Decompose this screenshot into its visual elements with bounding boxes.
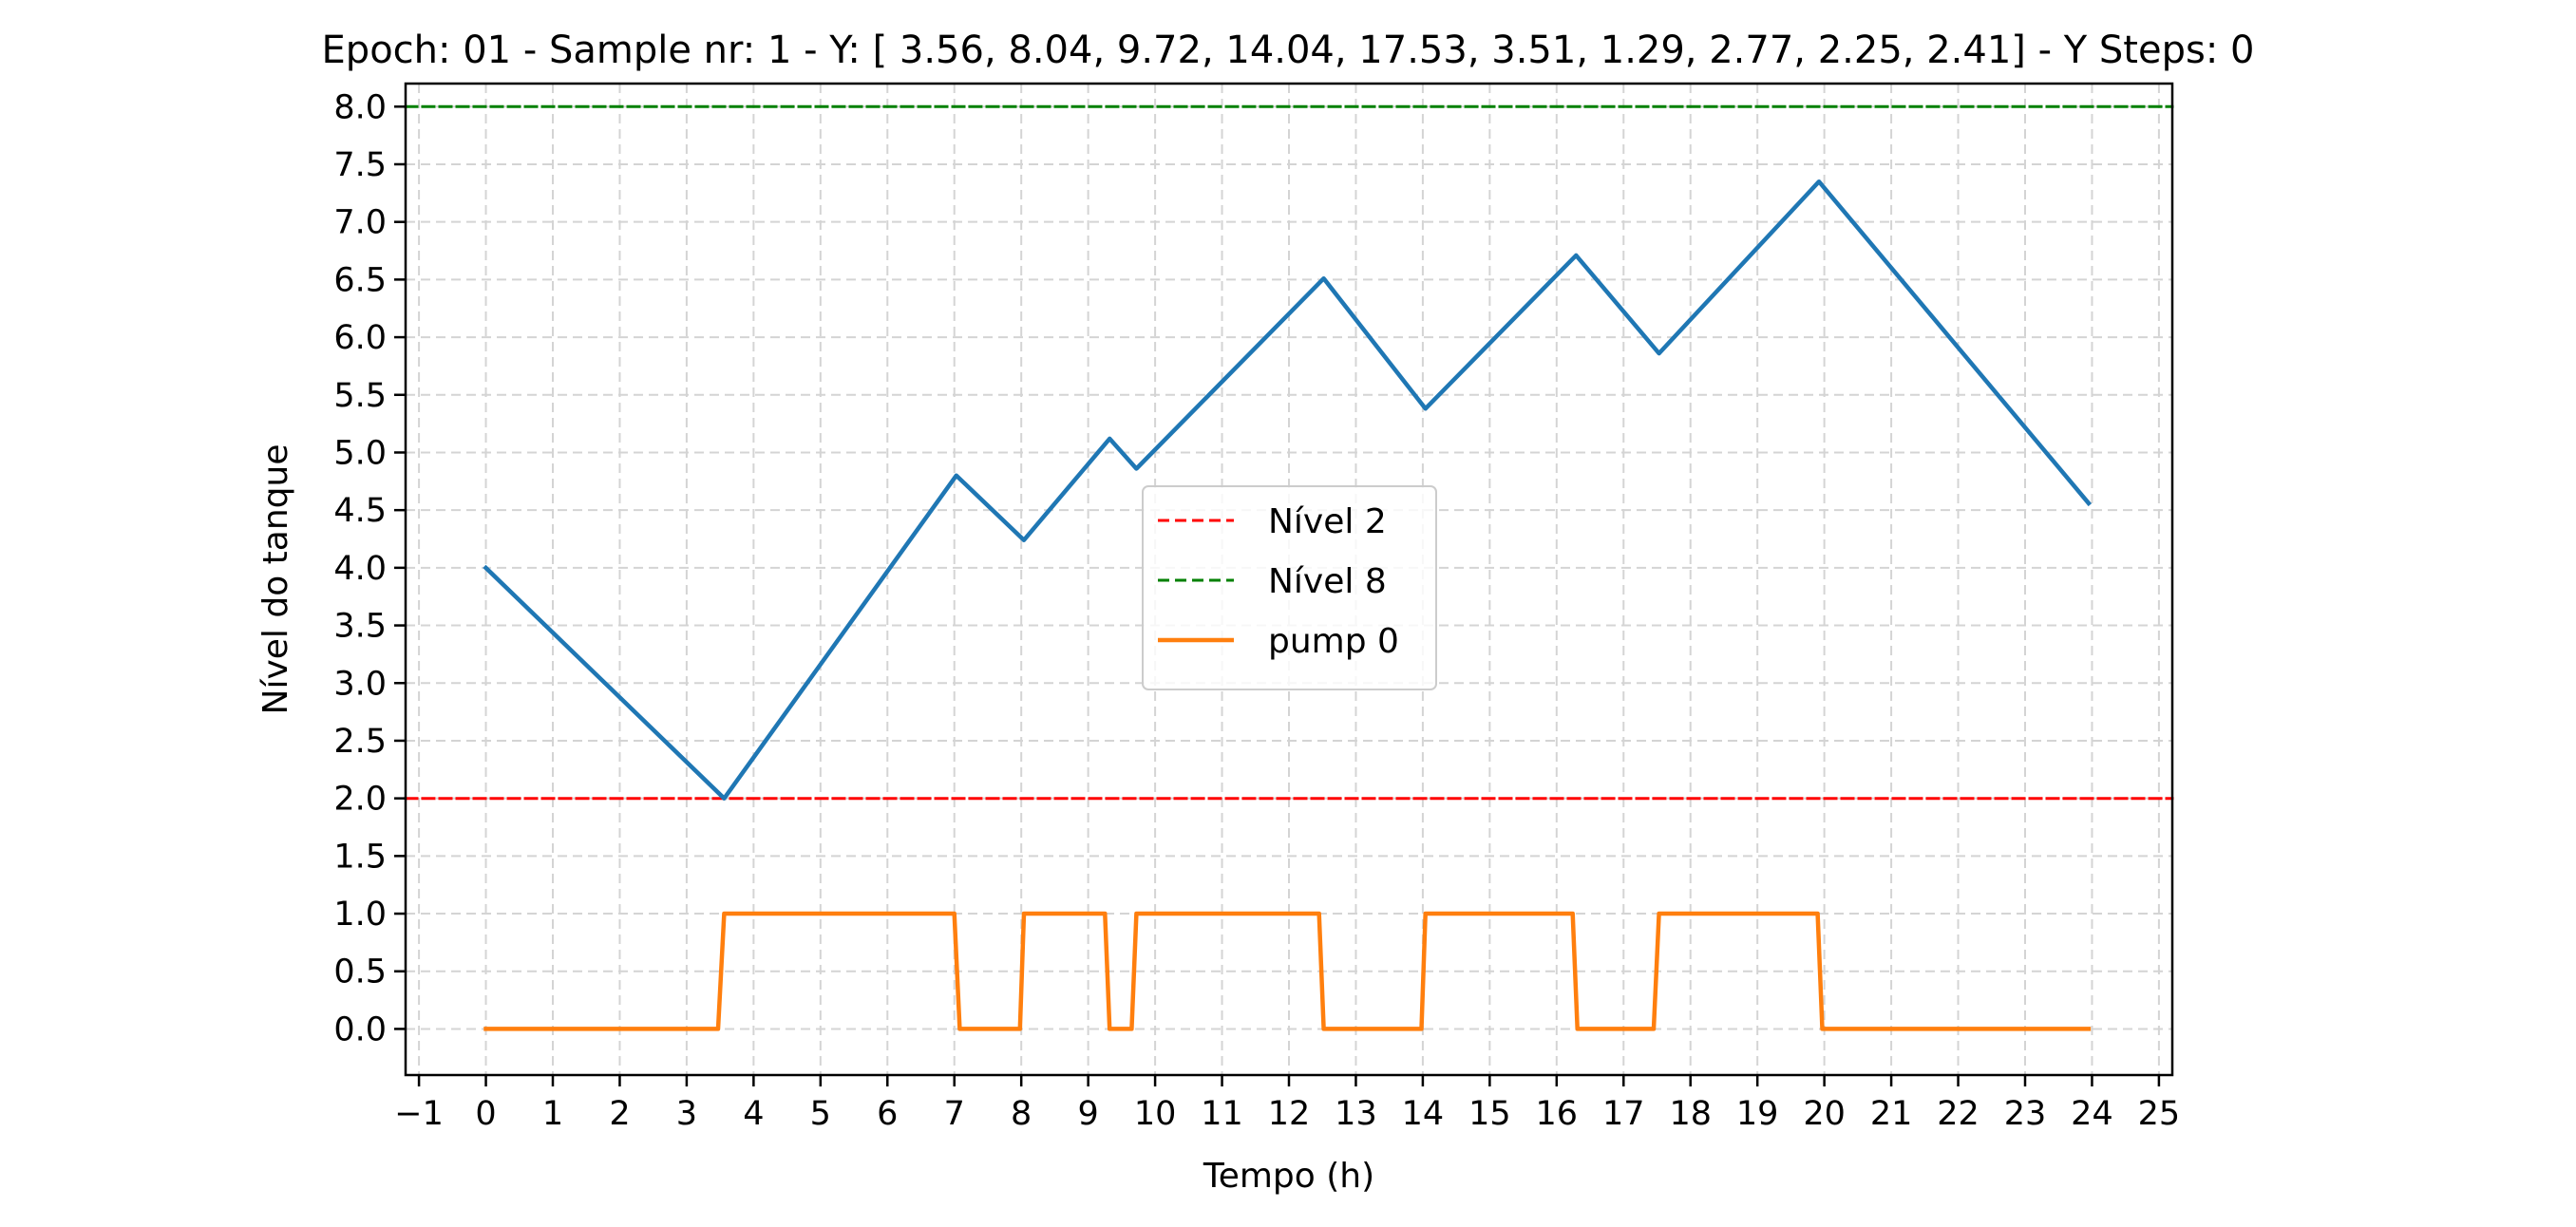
x-tick-label: 19 <box>1736 1095 1779 1133</box>
y-axis-ticks: 0.0 0.5 1.0 1.5 2.0 2.5 3.0 3.5 4.0 4.5 5.0 5.5 6.0 6… <box>333 88 406 1048</box>
legend-label-pump-0: pump 0 <box>1268 622 1399 661</box>
y-tick-label: 2.0 <box>333 781 387 819</box>
y-tick-label: 0.0 <box>333 1010 387 1048</box>
legend-label-nivel-8: Nível 8 <box>1268 562 1387 601</box>
series-lines <box>483 179 2093 1031</box>
reference-lines <box>404 104 2174 801</box>
y-tick-label: 1.5 <box>333 838 387 876</box>
x-tick-label: 23 <box>2004 1095 2047 1133</box>
y-tick-label: 6.0 <box>333 319 387 357</box>
x-tick-label: 14 <box>1402 1095 1445 1133</box>
x-axis-ticks: −1 0 1 2 3 4 5 6 7 8 9 10 11 12 13 14 15 16 17 18 19 20 21 22 23… <box>394 1075 2180 1133</box>
x-tick-label: 20 <box>1803 1095 1846 1133</box>
x-tick-label: 13 <box>1335 1095 1377 1133</box>
x-tick-label: 22 <box>1937 1095 1979 1133</box>
y-tick-label: 0.5 <box>333 953 387 991</box>
x-tick-label: 4 <box>743 1095 764 1133</box>
x-tick-label: 9 <box>1077 1095 1098 1133</box>
x-tick-label: 8 <box>1011 1095 1032 1133</box>
x-tick-label: 7 <box>944 1095 965 1133</box>
y-tick-label: 4.0 <box>333 550 387 588</box>
y-tick-label: 2.5 <box>333 723 387 761</box>
x-tick-label: 16 <box>1536 1095 1579 1133</box>
x-tick-label: 15 <box>1468 1095 1511 1133</box>
x-tick-label: 18 <box>1669 1095 1712 1133</box>
y-tick-label: 5.5 <box>333 377 387 415</box>
y-tick-label: 8.0 <box>333 88 387 126</box>
x-tick-label: −1 <box>394 1095 444 1133</box>
y-tick-label: 3.0 <box>333 665 387 703</box>
y-axis-label: Nível do tanque <box>256 444 295 715</box>
x-tick-label: 25 <box>2138 1095 2181 1133</box>
y-tick-label: 7.5 <box>333 146 387 184</box>
x-tick-label: 12 <box>1268 1095 1311 1133</box>
y-tick-label: 5.0 <box>333 434 387 472</box>
x-tick-label: 24 <box>2071 1095 2113 1133</box>
chart-title: Epoch: 01 - Sample nr: 1 - Y: [ 3.56, 8.… <box>322 28 2255 72</box>
y-tick-label: 1.0 <box>333 896 387 934</box>
series-line-pump-0 <box>483 911 2092 1031</box>
x-tick-label: 5 <box>810 1095 831 1133</box>
legend-label-nivel-2: Nível 2 <box>1268 502 1387 541</box>
x-tick-label: 11 <box>1201 1095 1243 1133</box>
x-tick-label: 0 <box>475 1095 496 1133</box>
series-line-level <box>483 179 2093 801</box>
x-tick-label: 3 <box>676 1095 697 1133</box>
y-tick-label: 7.0 <box>333 204 387 242</box>
y-tick-label: 6.5 <box>333 261 387 299</box>
x-tick-label: 10 <box>1134 1095 1177 1133</box>
x-tick-label: 1 <box>542 1095 563 1133</box>
y-tick-label: 3.5 <box>333 608 387 646</box>
x-axis-label: Tempo (h) <box>1203 1157 1374 1196</box>
x-tick-label: 21 <box>1870 1095 1913 1133</box>
legend: Nível 2 Nível 8 pump 0 <box>1142 485 1437 690</box>
x-tick-label: 6 <box>877 1095 898 1133</box>
y-tick-label: 4.5 <box>333 492 387 530</box>
x-tick-label: 17 <box>1602 1095 1645 1133</box>
x-tick-label: 2 <box>609 1095 630 1133</box>
